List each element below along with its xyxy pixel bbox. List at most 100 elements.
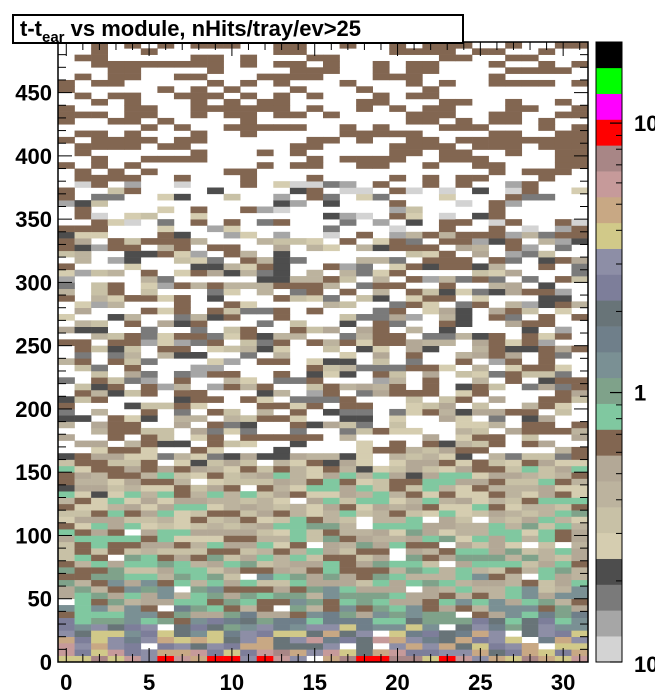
heatmap-cell xyxy=(173,269,191,277)
heatmap-cell xyxy=(372,73,390,81)
heatmap-cell xyxy=(74,516,92,524)
heatmap-cell xyxy=(323,478,340,486)
heatmap-cell xyxy=(273,459,291,467)
heatmap-cell xyxy=(124,548,142,555)
heatmap-cell xyxy=(422,510,440,517)
heatmap-cell xyxy=(538,67,556,74)
heatmap-cell xyxy=(256,579,274,587)
heatmap-cell xyxy=(438,326,456,334)
palette-swatch xyxy=(596,248,622,275)
heatmap-cell xyxy=(405,288,423,296)
heatmap-cell xyxy=(58,535,75,543)
heatmap-cell xyxy=(240,649,258,656)
heatmap-cell xyxy=(124,263,142,271)
heatmap-cell xyxy=(505,560,523,568)
heatmap-cell xyxy=(405,592,423,600)
heatmap-cell xyxy=(538,649,556,656)
heatmap-cell xyxy=(124,624,142,631)
heatmap-cell xyxy=(356,611,373,619)
heatmap-cell xyxy=(273,206,291,214)
heatmap-cell xyxy=(58,263,75,271)
heatmap-cell xyxy=(438,276,456,283)
heatmap-cell xyxy=(140,522,158,530)
heatmap-cell xyxy=(422,440,440,448)
heatmap-cell xyxy=(571,60,589,68)
heatmap-cell xyxy=(207,617,224,625)
heatmap-cell xyxy=(273,219,291,226)
heatmap-cell xyxy=(173,472,191,479)
heatmap-cell xyxy=(505,181,523,188)
heatmap-cell xyxy=(289,257,307,264)
heatmap-cell xyxy=(372,516,390,524)
heatmap-cell xyxy=(323,598,340,606)
heatmap-cell xyxy=(571,219,589,226)
heatmap-cell xyxy=(91,649,108,656)
heatmap-cell xyxy=(554,352,572,359)
heatmap-cell xyxy=(538,598,556,606)
heatmap-cell xyxy=(405,624,423,631)
heatmap-cell xyxy=(521,472,539,479)
heatmap-cell xyxy=(571,124,589,131)
heatmap-cell xyxy=(554,257,572,264)
heatmap-cell xyxy=(571,592,589,600)
heatmap-cell xyxy=(74,503,92,511)
heatmap-cell xyxy=(422,377,440,384)
heatmap-cell xyxy=(505,244,523,252)
heatmap-cell xyxy=(240,541,258,549)
heatmap-cell xyxy=(455,472,473,479)
heatmap-cell xyxy=(190,389,208,397)
heatmap-cell xyxy=(107,282,125,290)
heatmap-cell xyxy=(157,643,175,650)
heatmap-cell xyxy=(74,320,92,327)
heatmap-cell xyxy=(455,624,473,631)
heatmap-cell xyxy=(190,560,208,568)
heatmap-cell xyxy=(223,333,241,340)
heatmap-cell xyxy=(173,193,191,201)
palette-swatch xyxy=(596,197,622,224)
heatmap-cell xyxy=(422,105,440,112)
heatmap-cell xyxy=(124,92,142,100)
heatmap-cell xyxy=(190,219,208,226)
heatmap-cell xyxy=(571,434,589,441)
heatmap-cell xyxy=(389,535,407,543)
heatmap-cell xyxy=(223,377,241,384)
heatmap-cell xyxy=(538,370,556,378)
heatmap-cell xyxy=(107,345,125,353)
heatmap-cell xyxy=(240,269,258,277)
heatmap-cell xyxy=(273,586,291,593)
heatmap-cell xyxy=(389,573,407,581)
heatmap-cell xyxy=(207,453,224,460)
heatmap-cell xyxy=(405,554,423,562)
heatmap-cell xyxy=(521,484,539,492)
heatmap-cell xyxy=(339,541,357,549)
heatmap-cell xyxy=(240,383,258,391)
heatmap-cell xyxy=(240,579,258,587)
heatmap-cell xyxy=(389,130,407,138)
heatmap-cell xyxy=(74,250,92,258)
x-tick-label: 10 xyxy=(220,670,244,694)
heatmap-cell xyxy=(273,314,291,321)
heatmap-cell xyxy=(488,472,506,479)
heatmap-cell xyxy=(190,111,208,119)
heatmap-cell xyxy=(240,491,258,498)
heatmap-cell xyxy=(256,263,274,271)
heatmap-cell xyxy=(306,465,324,473)
heatmap-cell xyxy=(223,573,241,581)
heatmap-cell xyxy=(190,516,208,524)
heatmap-cell xyxy=(107,592,125,600)
heatmap-cell xyxy=(521,276,539,283)
heatmap-cell xyxy=(521,617,539,625)
heatmap-cell xyxy=(323,586,340,593)
heatmap-cell xyxy=(389,415,407,422)
heatmap-cell xyxy=(521,592,539,600)
heatmap-cell xyxy=(58,339,75,346)
heatmap-cell xyxy=(372,383,390,391)
heatmap-cell xyxy=(323,358,340,365)
heatmap-cell xyxy=(356,510,373,517)
heatmap-cell xyxy=(306,282,324,290)
heatmap-cell xyxy=(339,567,357,574)
heatmap-cell xyxy=(554,238,572,245)
heatmap-cell xyxy=(173,592,191,600)
heatmap-cell xyxy=(554,130,572,138)
